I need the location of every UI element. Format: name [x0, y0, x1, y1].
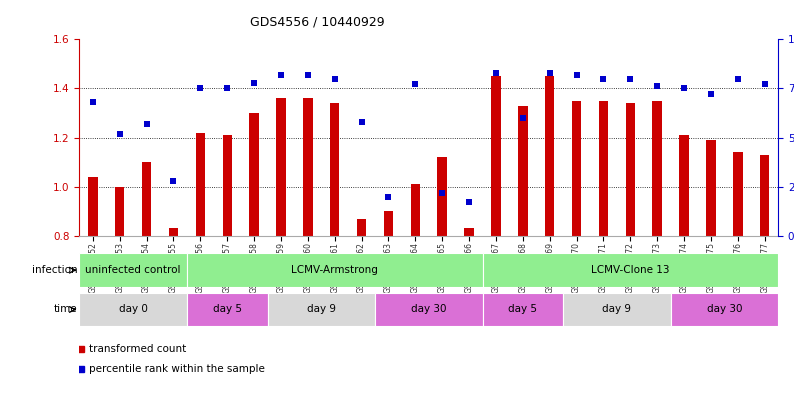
Bar: [733, 152, 742, 236]
Bar: [142, 162, 152, 236]
Bar: [545, 76, 554, 236]
Text: time: time: [54, 305, 78, 314]
Point: [194, 85, 206, 92]
Bar: [375, 293, 483, 326]
Text: percentile rank within the sample: percentile rank within the sample: [89, 364, 265, 375]
Bar: [357, 219, 366, 236]
Bar: [187, 293, 268, 326]
Point: [436, 189, 449, 196]
Text: transformed count: transformed count: [89, 344, 187, 354]
Point: [704, 91, 717, 97]
Text: day 5: day 5: [508, 305, 538, 314]
Bar: [79, 253, 187, 287]
Bar: [249, 113, 259, 236]
Point: [248, 79, 260, 86]
Bar: [276, 98, 286, 236]
Point: [758, 81, 771, 88]
Bar: [268, 293, 375, 326]
Bar: [464, 228, 474, 236]
Text: day 30: day 30: [707, 305, 742, 314]
Text: GDS4556 / 10440929: GDS4556 / 10440929: [250, 16, 385, 29]
Bar: [330, 103, 339, 236]
Bar: [169, 228, 178, 236]
Point: [114, 130, 126, 137]
Point: [516, 115, 529, 121]
Bar: [680, 135, 688, 236]
Bar: [483, 253, 778, 287]
Text: uninfected control: uninfected control: [86, 265, 181, 275]
Bar: [384, 211, 393, 236]
Point: [624, 75, 637, 82]
Text: LCMV-Armstrong: LCMV-Armstrong: [291, 265, 378, 275]
Point: [570, 72, 583, 78]
Point: [221, 85, 233, 92]
Bar: [491, 76, 501, 236]
Point: [651, 83, 664, 90]
Bar: [187, 253, 483, 287]
Bar: [760, 155, 769, 236]
Bar: [222, 135, 232, 236]
Bar: [599, 101, 608, 236]
Point: [355, 119, 368, 125]
Point: [463, 199, 476, 206]
Bar: [563, 293, 671, 326]
Bar: [410, 184, 420, 236]
Point: [490, 70, 503, 76]
Bar: [115, 187, 125, 236]
Bar: [572, 101, 581, 236]
Point: [731, 75, 744, 82]
Bar: [79, 293, 187, 326]
Bar: [706, 140, 715, 236]
Bar: [653, 101, 662, 236]
Point: [275, 72, 287, 78]
Text: day 30: day 30: [411, 305, 446, 314]
Text: day 5: day 5: [213, 305, 241, 314]
Text: day 9: day 9: [306, 305, 336, 314]
Text: LCMV-Clone 13: LCMV-Clone 13: [591, 265, 669, 275]
Text: day 9: day 9: [603, 305, 631, 314]
Point: [597, 75, 610, 82]
Text: infection: infection: [33, 265, 78, 275]
Text: day 0: day 0: [119, 305, 148, 314]
Bar: [88, 177, 98, 236]
Bar: [626, 103, 635, 236]
Bar: [437, 157, 447, 236]
Point: [678, 85, 691, 92]
Point: [409, 81, 422, 88]
Point: [87, 99, 99, 105]
Point: [167, 178, 179, 184]
Bar: [518, 106, 527, 236]
Point: [141, 121, 153, 127]
Bar: [671, 293, 778, 326]
Point: [382, 193, 395, 200]
Point: [302, 72, 314, 78]
Point: [329, 75, 341, 82]
Bar: [195, 132, 205, 236]
Bar: [303, 98, 313, 236]
Point: [543, 70, 556, 76]
Bar: [483, 293, 563, 326]
